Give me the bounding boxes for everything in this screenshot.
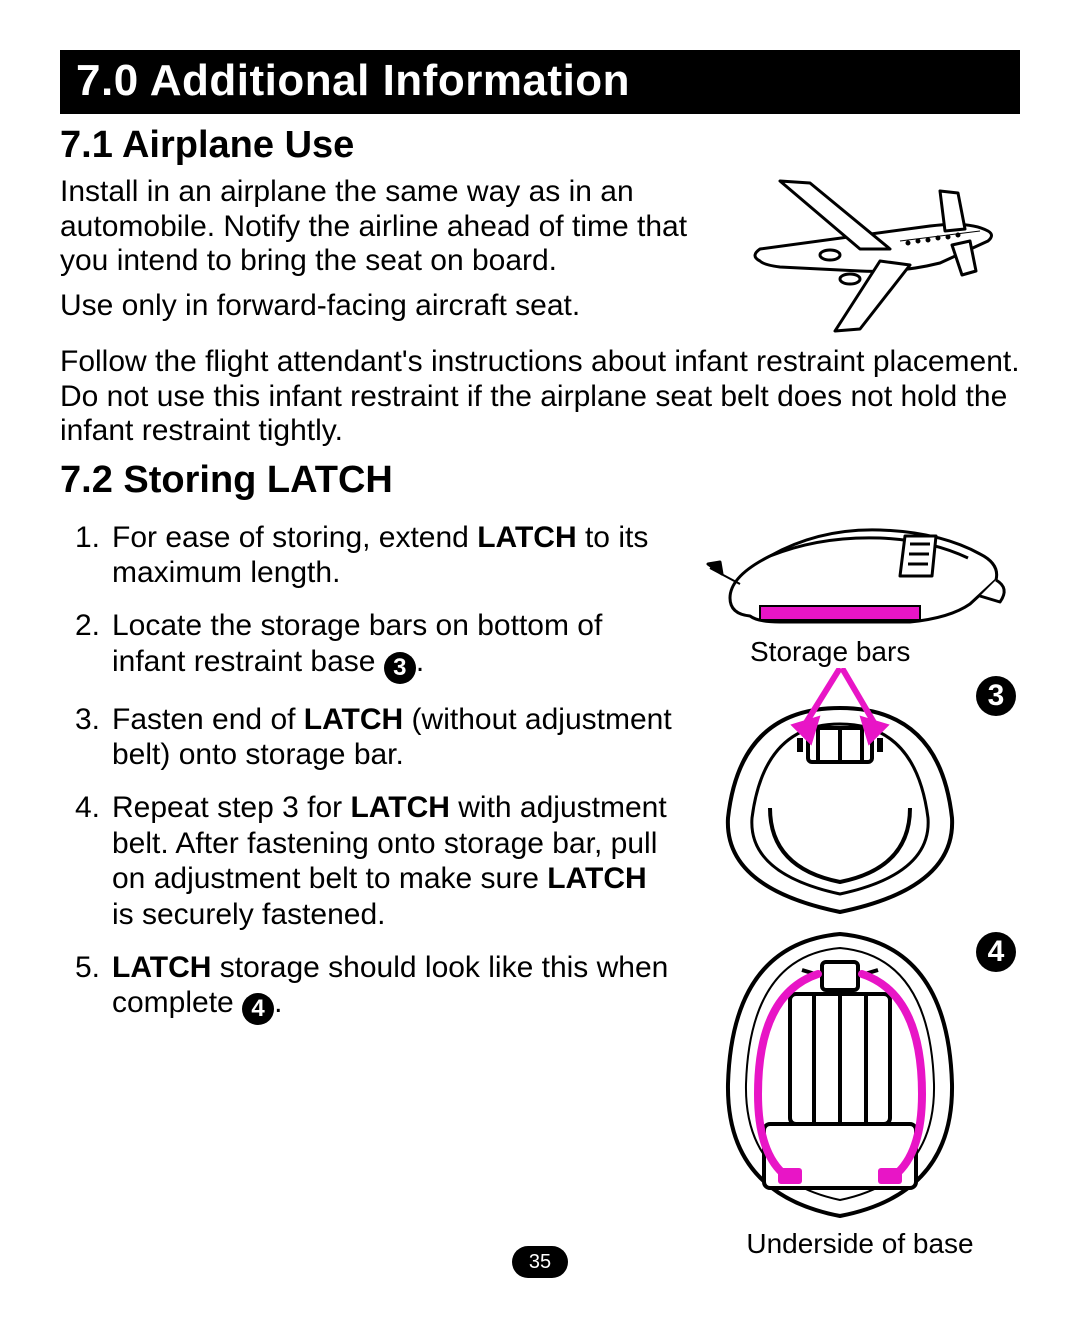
airplane-icon: [740, 171, 1000, 341]
step-text: Repeat step 3 for LATCH with adjustment …: [112, 790, 676, 932]
underside-label: Underside of base: [700, 1228, 1020, 1260]
section-title: 7.0 Additional Information: [76, 56, 1004, 106]
step-text: LATCH storage should look like this when…: [112, 950, 676, 1025]
figure-storage-bars: 3: [700, 668, 1020, 918]
subsection-airplane-heading: 7.1 Airplane Use: [60, 124, 1020, 167]
base-top-icon: [700, 668, 980, 918]
airplane-row: Install in an airplane the same way as i…: [60, 171, 1020, 341]
figure-underside: 4: [700, 924, 1020, 1224]
airplane-paragraph-1: Install in an airplane the same way as i…: [60, 175, 740, 279]
airplane-paragraph-3: Follow the flight attendant's instructio…: [60, 345, 1020, 449]
airplane-figure: [740, 171, 1020, 341]
latch-figures: Storage bars 3: [700, 506, 1020, 1260]
step-number: 2.: [60, 608, 112, 683]
restraint-side-icon: [700, 506, 1020, 636]
storage-bars-label: Storage bars: [750, 636, 1020, 668]
figure-badge-4: 4: [976, 932, 1016, 972]
list-item: 4. Repeat step 3 for LATCH with adjustme…: [60, 790, 676, 932]
step-number: 5.: [60, 950, 112, 1025]
step-text: For ease of storing, extend LATCH to its…: [112, 520, 676, 591]
figure-restraint-side: [700, 506, 1020, 636]
step-number: 1.: [60, 520, 112, 591]
figure-badge-3: 3: [976, 676, 1016, 716]
subsection-latch-heading: 7.2 Storing LATCH: [60, 459, 1020, 502]
airplane-paragraph-2: Use only in forward-facing aircraft seat…: [60, 289, 740, 324]
step-number: 4.: [60, 790, 112, 932]
base-underside-icon: [700, 924, 980, 1224]
step-text: Fasten end of LATCH (without adjustment …: [112, 702, 676, 773]
section-title-bar: 7.0 Additional Information: [60, 50, 1020, 114]
ref-badge-3: 3: [384, 652, 416, 684]
list-item: 5. LATCH storage should look like this w…: [60, 950, 676, 1025]
ref-badge-4: 4: [242, 993, 274, 1025]
list-item: 3. Fasten end of LATCH (without adjustme…: [60, 702, 676, 773]
latch-steps: 1. For ease of storing, extend LATCH to …: [60, 506, 700, 1044]
page-number: 35: [512, 1246, 568, 1278]
list-item: 2. Locate the storage bars on bottom of …: [60, 608, 676, 683]
step-text: Locate the storage bars on bottom of inf…: [112, 608, 676, 683]
list-item: 1. For ease of storing, extend LATCH to …: [60, 520, 676, 591]
manual-page: 7.0 Additional Information 7.1 Airplane …: [0, 0, 1080, 1280]
latch-row: 1. For ease of storing, extend LATCH to …: [60, 506, 1020, 1260]
step-number: 3.: [60, 702, 112, 773]
